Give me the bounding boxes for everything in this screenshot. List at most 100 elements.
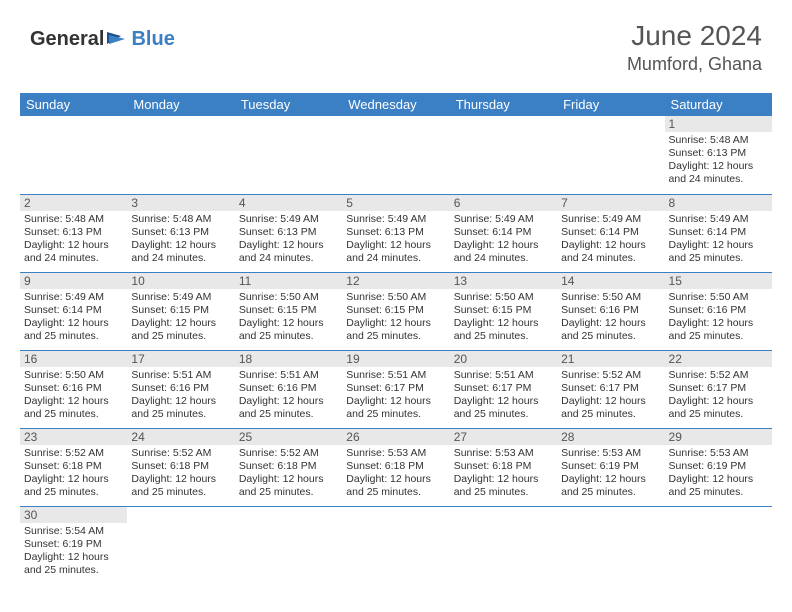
day-number: 26 [342, 429, 449, 445]
day-info: Sunrise: 5:49 AMSunset: 6:14 PMDaylight:… [669, 213, 768, 266]
daylight-line-2: and 25 minutes. [561, 408, 660, 421]
sunrise-line: Sunrise: 5:49 AM [454, 213, 553, 226]
calendar-cell: 2Sunrise: 5:48 AMSunset: 6:13 PMDaylight… [20, 194, 127, 272]
day-number: 21 [557, 351, 664, 367]
sunset-line: Sunset: 6:19 PM [24, 538, 123, 551]
calendar-cell: 20Sunrise: 5:51 AMSunset: 6:17 PMDayligh… [450, 350, 557, 428]
sunset-line: Sunset: 6:18 PM [454, 460, 553, 473]
sunrise-line: Sunrise: 5:50 AM [24, 369, 123, 382]
calendar-cell: 22Sunrise: 5:52 AMSunset: 6:17 PMDayligh… [665, 350, 772, 428]
day-info: Sunrise: 5:49 AMSunset: 6:14 PMDaylight:… [561, 213, 660, 266]
calendar-cell: 15Sunrise: 5:50 AMSunset: 6:16 PMDayligh… [665, 272, 772, 350]
day-header: Wednesday [342, 93, 449, 116]
sunset-line: Sunset: 6:13 PM [346, 226, 445, 239]
daylight-line-1: Daylight: 12 hours [239, 395, 338, 408]
day-number: 27 [450, 429, 557, 445]
daylight-line-1: Daylight: 12 hours [346, 473, 445, 486]
daylight-line-1: Daylight: 12 hours [131, 473, 230, 486]
sunrise-line: Sunrise: 5:48 AM [24, 213, 123, 226]
calendar-row: 23Sunrise: 5:52 AMSunset: 6:18 PMDayligh… [20, 428, 772, 506]
sunset-line: Sunset: 6:15 PM [239, 304, 338, 317]
daylight-line-1: Daylight: 12 hours [454, 239, 553, 252]
sunset-line: Sunset: 6:19 PM [561, 460, 660, 473]
daylight-line-2: and 25 minutes. [346, 486, 445, 499]
day-number: 22 [665, 351, 772, 367]
sunrise-line: Sunrise: 5:49 AM [669, 213, 768, 226]
calendar-cell: 1Sunrise: 5:48 AMSunset: 6:13 PMDaylight… [665, 116, 772, 194]
sunrise-line: Sunrise: 5:51 AM [239, 369, 338, 382]
daylight-line-1: Daylight: 12 hours [669, 160, 768, 173]
daylight-line-2: and 24 minutes. [561, 252, 660, 265]
sunset-line: Sunset: 6:13 PM [24, 226, 123, 239]
calendar-cell: 30Sunrise: 5:54 AMSunset: 6:19 PMDayligh… [20, 506, 127, 584]
title-block: June 2024 Mumford, Ghana [627, 20, 762, 75]
daylight-line-2: and 25 minutes. [24, 408, 123, 421]
day-number: 12 [342, 273, 449, 289]
day-number: 3 [127, 195, 234, 211]
sunrise-line: Sunrise: 5:53 AM [669, 447, 768, 460]
daylight-line-1: Daylight: 12 hours [24, 239, 123, 252]
calendar-cell: 23Sunrise: 5:52 AMSunset: 6:18 PMDayligh… [20, 428, 127, 506]
calendar-cell: 8 Sunrise: 5:49 AMSunset: 6:14 PMDaylight… [665, 194, 772, 272]
day-info: Sunrise: 5:51 AMSunset: 6:16 PMDaylight:… [131, 369, 230, 422]
calendar-row: 16Sunrise: 5:50 AMSunset: 6:16 PMDayligh… [20, 350, 772, 428]
sunrise-line: Sunrise: 5:53 AM [346, 447, 445, 460]
logo-flag-icon [107, 30, 129, 44]
daylight-line-2: and 25 minutes. [24, 564, 123, 577]
day-info: Sunrise: 5:50 AMSunset: 6:15 PMDaylight:… [239, 291, 338, 344]
sunrise-line: Sunrise: 5:50 AM [239, 291, 338, 304]
sunrise-line: Sunrise: 5:53 AM [454, 447, 553, 460]
daylight-line-2: and 25 minutes. [24, 330, 123, 343]
sunrise-line: Sunrise: 5:52 AM [24, 447, 123, 460]
day-info: Sunrise: 5:50 AMSunset: 6:16 PMDaylight:… [24, 369, 123, 422]
sunset-line: Sunset: 6:17 PM [669, 382, 768, 395]
calendar-cell: 12Sunrise: 5:50 AMSunset: 6:15 PMDayligh… [342, 272, 449, 350]
sunset-line: Sunset: 6:14 PM [454, 226, 553, 239]
day-info: Sunrise: 5:49 AMSunset: 6:15 PMDaylight:… [131, 291, 230, 344]
sunset-line: Sunset: 6:19 PM [669, 460, 768, 473]
day-number: 10 [127, 273, 234, 289]
sunset-line: Sunset: 6:13 PM [669, 147, 768, 160]
sunset-line: Sunset: 6:16 PM [24, 382, 123, 395]
calendar-cell: 19Sunrise: 5:51 AMSunset: 6:17 PMDayligh… [342, 350, 449, 428]
daylight-line-1: Daylight: 12 hours [24, 317, 123, 330]
day-number: 28 [557, 429, 664, 445]
daylight-line-2: and 25 minutes. [454, 408, 553, 421]
day-number: 6 [450, 195, 557, 211]
day-number: 24 [127, 429, 234, 445]
day-info: Sunrise: 5:51 AMSunset: 6:17 PMDaylight:… [346, 369, 445, 422]
sunrise-line: Sunrise: 5:50 AM [561, 291, 660, 304]
calendar-row: 9Sunrise: 5:49 AMSunset: 6:14 PMDaylight… [20, 272, 772, 350]
calendar-cell-empty [127, 506, 234, 584]
day-number: 1 [665, 116, 772, 132]
sunrise-line: Sunrise: 5:52 AM [561, 369, 660, 382]
day-number: 13 [450, 273, 557, 289]
sunset-line: Sunset: 6:16 PM [239, 382, 338, 395]
calendar-cell: 11Sunrise: 5:50 AMSunset: 6:15 PMDayligh… [235, 272, 342, 350]
day-info: Sunrise: 5:52 AMSunset: 6:18 PMDaylight:… [131, 447, 230, 500]
sunset-line: Sunset: 6:13 PM [131, 226, 230, 239]
day-number: 25 [235, 429, 342, 445]
day-number: 8 [665, 195, 772, 211]
sunrise-line: Sunrise: 5:52 AM [239, 447, 338, 460]
daylight-line-1: Daylight: 12 hours [561, 473, 660, 486]
daylight-line-2: and 24 minutes. [346, 252, 445, 265]
calendar-body: 1Sunrise: 5:48 AMSunset: 6:13 PMDaylight… [20, 116, 772, 584]
daylight-line-2: and 25 minutes. [24, 486, 123, 499]
daylight-line-1: Daylight: 12 hours [561, 395, 660, 408]
day-number: 23 [20, 429, 127, 445]
sunrise-line: Sunrise: 5:51 AM [454, 369, 553, 382]
daylight-line-1: Daylight: 12 hours [454, 317, 553, 330]
calendar-row: 1Sunrise: 5:48 AMSunset: 6:13 PMDaylight… [20, 116, 772, 194]
logo: General Blue [30, 28, 175, 51]
sunrise-line: Sunrise: 5:49 AM [239, 213, 338, 226]
calendar-cell-empty [342, 506, 449, 584]
daylight-line-2: and 25 minutes. [239, 330, 338, 343]
calendar-cell: 25Sunrise: 5:52 AMSunset: 6:18 PMDayligh… [235, 428, 342, 506]
daylight-line-2: and 25 minutes. [239, 408, 338, 421]
sunset-line: Sunset: 6:18 PM [24, 460, 123, 473]
daylight-line-2: and 25 minutes. [346, 330, 445, 343]
day-number: 9 [20, 273, 127, 289]
calendar-cell: 6 Sunrise: 5:49 AMSunset: 6:14 PMDaylight… [450, 194, 557, 272]
day-info: Sunrise: 5:53 AMSunset: 6:19 PMDaylight:… [669, 447, 768, 500]
